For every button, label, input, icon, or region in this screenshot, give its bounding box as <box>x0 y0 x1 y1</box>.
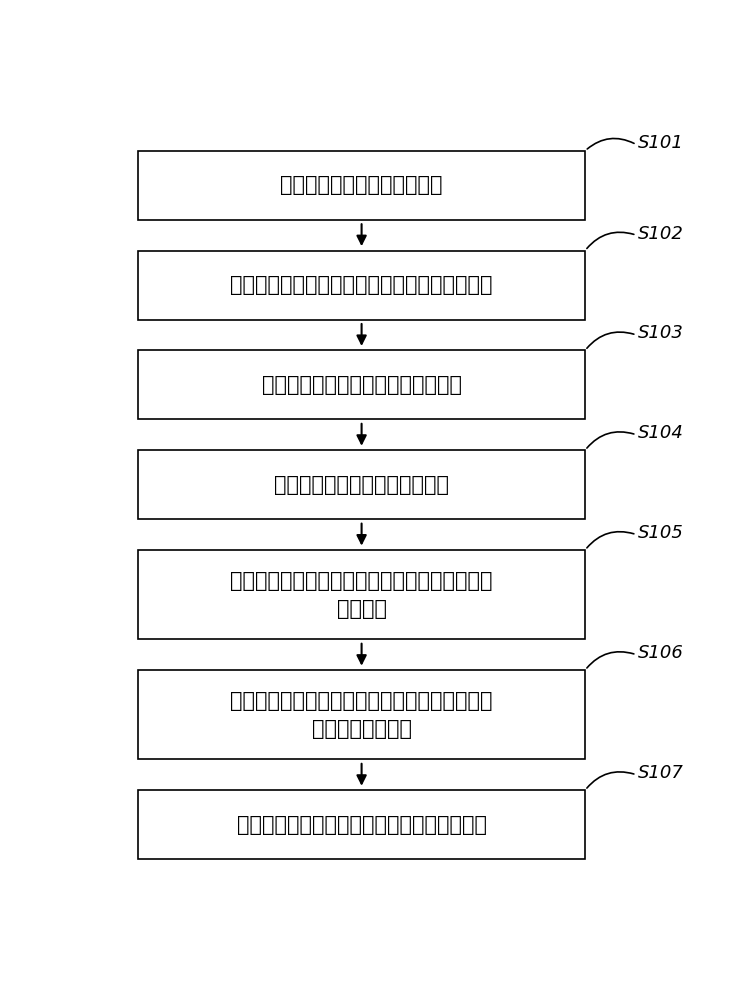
Text: S101: S101 <box>638 134 684 152</box>
Bar <box>138 790 585 859</box>
Text: 通过虚拟交换机为多个虚拟化产品配置二层网络: 通过虚拟交换机为多个虚拟化产品配置二层网络 <box>230 275 493 295</box>
Text: 分布式交换机通过二层网络接口分别连接多个虚
拟化产品: 分布式交换机通过二层网络接口分别连接多个虚 拟化产品 <box>230 571 493 619</box>
Text: 在云服务器中配置分布式交换机: 在云服务器中配置分布式交换机 <box>274 475 449 495</box>
Text: S104: S104 <box>638 424 684 442</box>
Text: S106: S106 <box>638 644 684 662</box>
Text: S107: S107 <box>638 764 684 782</box>
Bar <box>138 550 585 639</box>
Bar <box>138 251 585 320</box>
Text: 提供每个虚拟化产品的二层网络接口: 提供每个虚拟化产品的二层网络接口 <box>262 375 461 395</box>
Text: S105: S105 <box>638 524 684 542</box>
Text: 通过云路由模块承载云服务器内部的虚拟路由工
作，提供路由功能: 通过云路由模块承载云服务器内部的虚拟路由工 作，提供路由功能 <box>230 691 493 739</box>
Text: 输出可操作图形界面，对云路由网络进行管理: 输出可操作图形界面，对云路由网络进行管理 <box>237 815 486 835</box>
Bar <box>138 151 585 220</box>
Text: S102: S102 <box>638 225 684 243</box>
Bar <box>138 670 585 759</box>
Text: 在云服务器中部署云路由模块: 在云服务器中部署云路由模块 <box>280 175 443 195</box>
Bar <box>138 450 585 519</box>
Text: S103: S103 <box>638 324 684 342</box>
Bar <box>138 350 585 419</box>
